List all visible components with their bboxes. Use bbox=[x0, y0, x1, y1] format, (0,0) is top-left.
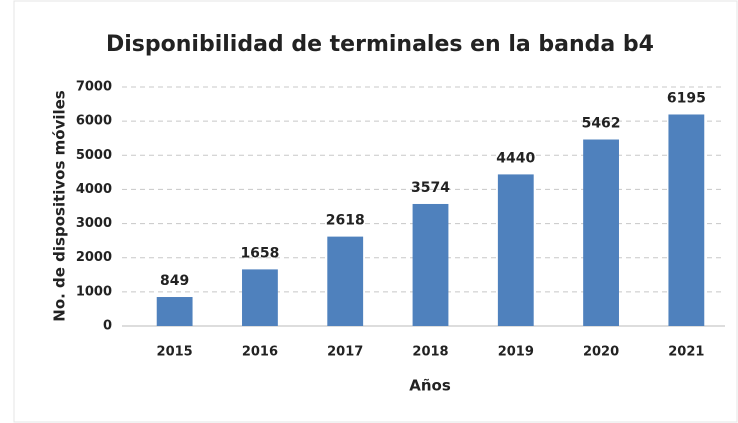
chart-frame bbox=[13, 0, 738, 423]
x-tick-label: 2015 bbox=[157, 345, 193, 360]
x-tick-label: 2019 bbox=[498, 345, 534, 360]
data-label: 3574 bbox=[411, 180, 450, 196]
bar bbox=[668, 114, 705, 326]
y-tick-label: 5000 bbox=[76, 148, 112, 163]
data-label: 2618 bbox=[326, 213, 365, 229]
data-label: 849 bbox=[160, 273, 189, 289]
bar bbox=[583, 139, 619, 326]
data-label: 5462 bbox=[582, 116, 621, 132]
data-label: 4440 bbox=[496, 150, 535, 166]
x-tick-label: 2016 bbox=[242, 345, 278, 360]
y-tick-label: 0 bbox=[103, 319, 112, 334]
y-tick-label: 7000 bbox=[76, 80, 112, 95]
x-axis-label: Años bbox=[409, 377, 451, 395]
bar bbox=[412, 203, 449, 326]
chart-title: Disponibilidad de terminales en la banda… bbox=[106, 32, 654, 57]
x-tick-label: 2017 bbox=[327, 345, 363, 360]
x-tick-label: 2021 bbox=[668, 345, 704, 360]
x-tick-label: 2018 bbox=[412, 345, 448, 360]
y-tick-label: 6000 bbox=[76, 114, 112, 129]
y-tick-label: 4000 bbox=[76, 182, 112, 197]
bar bbox=[242, 269, 278, 326]
y-tick-label: 2000 bbox=[76, 250, 112, 265]
data-label: 6195 bbox=[667, 90, 706, 106]
bar bbox=[497, 174, 534, 326]
y-tick-label: 3000 bbox=[76, 216, 112, 231]
y-axis-label: No. de dispositivos móviles bbox=[51, 90, 69, 322]
bar bbox=[156, 297, 193, 326]
y-tick-label: 1000 bbox=[76, 284, 112, 299]
bar bbox=[327, 236, 364, 326]
data-label: 1658 bbox=[240, 245, 279, 261]
x-tick-label: 2020 bbox=[583, 345, 619, 360]
